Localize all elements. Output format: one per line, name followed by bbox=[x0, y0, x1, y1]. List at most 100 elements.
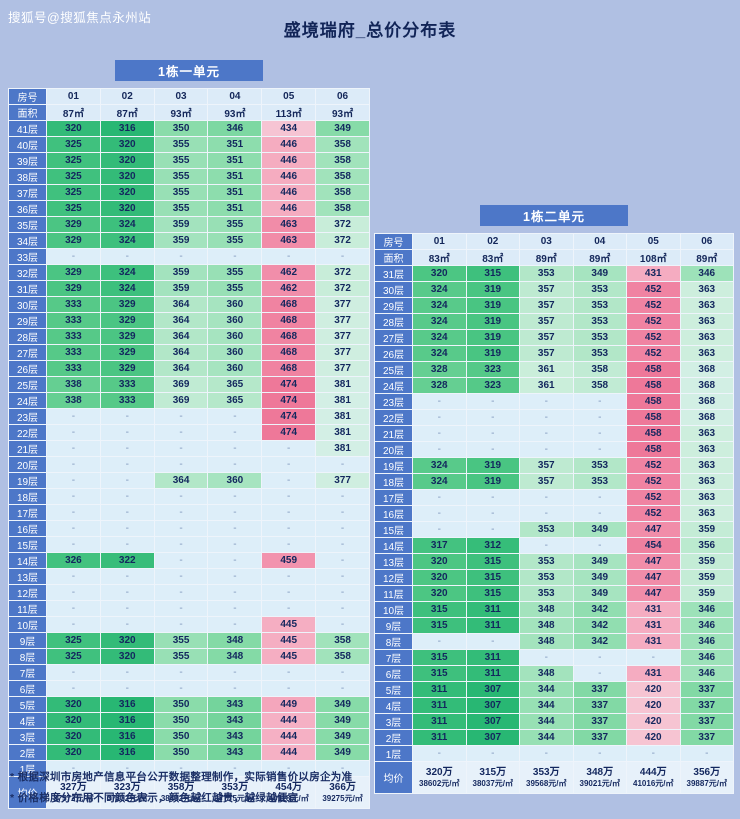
price-cell: 320 bbox=[99, 152, 155, 169]
empty-price-cell: - bbox=[315, 456, 370, 473]
floor-label: 25层 bbox=[8, 376, 47, 393]
data-source-footnote: * 根据深圳市房地产信息平台公开数据整理制作，实际销售价以房企为准 bbox=[10, 771, 353, 783]
floor-row: 19层 - -364 360-377 bbox=[8, 472, 370, 489]
floor-row: 35层 329 324 359 355 463 372 bbox=[8, 216, 370, 233]
price-cell: 317 bbox=[412, 537, 467, 554]
avg-total-price: 348万 bbox=[586, 767, 614, 779]
empty-price-cell: - bbox=[99, 424, 155, 441]
price-cell: 468 bbox=[261, 328, 317, 345]
price-cell: 337 bbox=[679, 713, 734, 730]
price-cell: 322 bbox=[99, 552, 155, 569]
floor-row: 24层 338 333 369 365 474 381 bbox=[8, 392, 370, 409]
price-cell: 454 bbox=[626, 537, 681, 554]
price-cell: 351 bbox=[207, 200, 263, 217]
price-cell: 344 bbox=[519, 697, 574, 714]
price-cell: 363 bbox=[679, 457, 734, 474]
empty-price-cell: - bbox=[207, 568, 263, 585]
price-cell: 363 bbox=[679, 425, 734, 442]
floor-label: 10层 bbox=[374, 601, 413, 618]
floor-row: 9层 325 320 355 348 445 358 bbox=[8, 632, 370, 649]
unit-column-header: 03 bbox=[519, 233, 574, 250]
price-cell: 368 bbox=[679, 409, 734, 426]
price-cell: 324 bbox=[412, 297, 467, 314]
empty-price-cell: - bbox=[315, 568, 370, 585]
empty-price-cell: - bbox=[153, 584, 209, 601]
price-cell: 346 bbox=[679, 265, 734, 282]
price-cell: 315 bbox=[412, 649, 467, 666]
price-cell: 324 bbox=[412, 473, 467, 490]
price-cell: 333 bbox=[46, 312, 101, 329]
price-cell: 355 bbox=[153, 184, 209, 201]
price-cell: 344 bbox=[519, 713, 574, 730]
price-cell: 462 bbox=[261, 264, 317, 281]
avg-total-price: 356万 bbox=[693, 767, 721, 779]
price-cell: 353 bbox=[519, 585, 574, 602]
price-cell: 462 bbox=[261, 280, 317, 297]
floor-label: 21层 bbox=[374, 425, 413, 442]
price-cell: 346 bbox=[679, 665, 734, 682]
price-cell: 311 bbox=[412, 681, 467, 698]
price-cell: 357 bbox=[519, 297, 574, 314]
empty-price-cell: - bbox=[99, 616, 155, 633]
floor-label: 30层 bbox=[8, 296, 47, 313]
floor-label: 27层 bbox=[8, 344, 47, 361]
empty-price-cell: - bbox=[46, 424, 101, 441]
price-cell: 431 bbox=[626, 665, 681, 682]
price-cell: 474 bbox=[261, 424, 317, 441]
price-cell: 315 bbox=[412, 617, 467, 634]
floor-label: 29层 bbox=[374, 297, 413, 314]
price-cell: 447 bbox=[626, 569, 681, 586]
floor-row: 5层 311 307 344 337 420 337 bbox=[374, 681, 734, 698]
empty-price-cell: - bbox=[153, 536, 209, 553]
avg-total-price: 444万 bbox=[639, 767, 667, 779]
price-cell: 355 bbox=[207, 232, 263, 249]
unit-column-header: 06 bbox=[679, 233, 734, 250]
price-cell: 360 bbox=[207, 344, 263, 361]
empty-price-cell: - bbox=[572, 425, 627, 442]
average-cell: 327万 37572元/㎡ bbox=[46, 776, 101, 809]
price-cell: 444 bbox=[261, 744, 317, 761]
price-cell: 351 bbox=[207, 136, 263, 153]
price-cell: 320 bbox=[46, 696, 101, 713]
price-cell: 474 bbox=[261, 376, 317, 393]
price-cell: 359 bbox=[679, 585, 734, 602]
average-cell: 358万 38492元/㎡ bbox=[153, 776, 209, 809]
price-cell: 357 bbox=[519, 457, 574, 474]
price-cell: 452 bbox=[626, 329, 681, 346]
floor-label: 5层 bbox=[8, 696, 47, 713]
price-cell: 320 bbox=[99, 136, 155, 153]
floor-row: 12层 320 315 353 349 447 359 bbox=[374, 569, 734, 586]
price-cell: 474 bbox=[261, 392, 317, 409]
average-cell: 320万 38602元/㎡ bbox=[412, 761, 467, 794]
price-cell: 337 bbox=[679, 681, 734, 698]
price-cell: 358 bbox=[315, 136, 370, 153]
area-header: 面积 bbox=[8, 104, 47, 121]
empty-price-cell: - bbox=[315, 536, 370, 553]
price-cell: 316 bbox=[99, 696, 155, 713]
price-cell: 364 bbox=[153, 328, 209, 345]
empty-price-cell: - bbox=[153, 664, 209, 681]
floor-row: 26层 324 319 357 353 452 363 bbox=[374, 345, 734, 362]
average-cell: 356万 39887元/㎡ bbox=[679, 761, 734, 794]
price-cell: 337 bbox=[679, 729, 734, 746]
price-cell: 420 bbox=[626, 713, 681, 730]
floor-row: 13层 320 315 353 349 447 359 bbox=[374, 553, 734, 570]
empty-price-cell: - bbox=[153, 680, 209, 697]
price-cell: 468 bbox=[261, 312, 317, 329]
price-cell: 357 bbox=[519, 329, 574, 346]
price-cell: 346 bbox=[679, 601, 734, 618]
unit2-section-title: 1栋二单元 bbox=[480, 205, 628, 226]
empty-price-cell: - bbox=[519, 649, 574, 666]
price-cell: 319 bbox=[465, 281, 520, 298]
price-cell: 364 bbox=[153, 472, 209, 489]
price-cell: 320 bbox=[46, 728, 101, 745]
empty-price-cell: - bbox=[261, 248, 317, 265]
floor-label: 2层 bbox=[8, 744, 47, 761]
price-cell: 350 bbox=[153, 712, 209, 729]
price-cell: 315 bbox=[465, 265, 520, 282]
price-cell: 316 bbox=[99, 712, 155, 729]
price-cell: 307 bbox=[465, 697, 520, 714]
price-heatmap-table: 房号 01 02 03 04 05 06 面积 87㎡ 87㎡ 93㎡ 93㎡ 113㎡ 93㎡ 41层 32… bbox=[8, 88, 370, 809]
unit-column-header: 06 bbox=[315, 88, 370, 105]
floor-label: 11层 bbox=[8, 600, 47, 617]
